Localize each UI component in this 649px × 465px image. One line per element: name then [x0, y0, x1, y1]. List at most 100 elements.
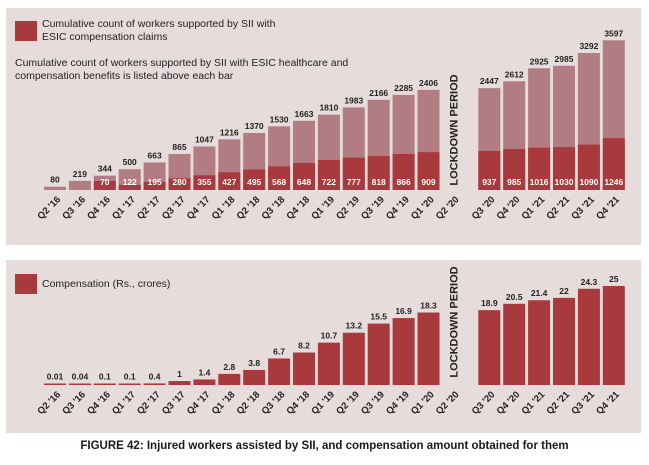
- bar-esic-claims: [243, 169, 266, 190]
- x-tick-label: Q2 '18: [235, 194, 263, 222]
- bar-esic-claims: [553, 147, 575, 190]
- x-tick-label: Q3 '21: [569, 389, 597, 417]
- x-tick-label: Q4 '18: [284, 389, 312, 417]
- x-tick-label: Q3 '17: [160, 389, 188, 417]
- value-label-healthcare-benefits: 1983: [344, 95, 363, 105]
- x-tick-label: Q3 '21: [569, 194, 597, 222]
- value-label-healthcare-benefits: 1216: [220, 127, 239, 137]
- x-tick-label: Q2 '20: [434, 194, 462, 222]
- bar-esic-claims: [193, 175, 216, 190]
- value-label-esic-claims: 1030: [555, 177, 574, 187]
- value-label-esic-claims: 427: [222, 177, 236, 187]
- bar-esic-claims: [293, 163, 315, 190]
- bar-esic-claims: [93, 181, 116, 190]
- value-label-esic-claims: 70: [100, 177, 110, 187]
- value-label-esic-claims: 818: [372, 177, 386, 187]
- x-tick-label: Q2 '20: [434, 389, 462, 417]
- value-label-compensation: 22: [559, 286, 569, 296]
- legend-label-esic-claims: Cumulative count of workers supported by…: [42, 18, 276, 43]
- x-tick-label: Q3 '18: [260, 389, 288, 417]
- value-label-healthcare-benefits: 1530: [270, 114, 289, 124]
- value-label-healthcare-benefits: 663: [148, 150, 162, 160]
- value-label-esic-claims: 568: [272, 177, 286, 187]
- bar-compensation: [118, 383, 141, 385]
- bar-esic-claims: [168, 178, 191, 190]
- lockdown-period-label: LOCKDOWN PERIOD: [448, 74, 460, 185]
- value-label-healthcare-benefits: 2285: [394, 83, 413, 93]
- value-label-healthcare-benefits: 3597: [604, 28, 623, 38]
- value-label-compensation: 13.2: [346, 321, 363, 331]
- bar-healthcare-benefits: [68, 180, 91, 190]
- x-tick-label: Q1 '17: [110, 389, 138, 417]
- value-label-compensation: 15.5: [370, 312, 387, 322]
- x-tick-label: Q3 '17: [160, 194, 188, 222]
- bar-esic-claims: [528, 147, 551, 190]
- bar-esic-claims: [577, 144, 600, 190]
- workers-chart-panel: Cumulative count of workers supported by…: [6, 8, 641, 245]
- x-tick-label: Q4 '17: [185, 389, 213, 417]
- x-tick-label: Q1 '18: [210, 194, 238, 222]
- bar-esic-claims: [317, 159, 340, 190]
- value-label-esic-claims: 195: [148, 177, 162, 187]
- x-tick-label: Q1 '20: [409, 389, 437, 417]
- bar-compensation: [392, 318, 415, 385]
- x-tick-label: Q2 '17: [135, 194, 163, 222]
- compensation-chart-panel: Compensation (Rs., crores) 0.01 Q2 '16 0.0…: [6, 260, 641, 433]
- x-tick-label: Q3 '20: [470, 389, 498, 417]
- value-label-healthcare-benefits: 2612: [505, 69, 524, 79]
- bar-esic-claims: [478, 151, 501, 190]
- x-tick-label: Q3 '19: [359, 194, 387, 222]
- x-tick-label: Q3 '19: [359, 389, 387, 417]
- value-label-esic-claims: 122: [123, 177, 137, 187]
- bar-esic-claims: [602, 138, 625, 190]
- value-label-compensation: 24.3: [581, 277, 598, 287]
- value-label-healthcare-benefits: 219: [73, 169, 87, 179]
- value-label-esic-claims: 777: [347, 177, 361, 187]
- value-label-healthcare-benefits: 1810: [319, 103, 338, 113]
- value-label-esic-claims: 985: [507, 177, 521, 187]
- chart-note-healthcare-benefits: Cumulative count of workers supported by…: [15, 57, 349, 82]
- value-label-healthcare-benefits: 2447: [480, 76, 499, 86]
- value-label-compensation: 16.9: [395, 306, 412, 316]
- value-label-compensation: 0.4: [149, 371, 161, 381]
- value-label-compensation: 18.9: [481, 298, 498, 308]
- bar-compensation: [68, 383, 91, 385]
- bar-compensation: [528, 300, 551, 385]
- x-tick-label: Q3 '16: [60, 194, 88, 222]
- value-label-compensation: 1: [177, 369, 182, 379]
- x-tick-label: Q1 '21: [520, 389, 548, 417]
- x-tick-label: Q2 '21: [544, 194, 572, 222]
- value-label-compensation: 25: [609, 274, 619, 284]
- workers-bar-chart: 80 Q2 '16 219 Q3 '16 344 70 Q4 '16 500 122 Q1 '17…: [35, 28, 625, 222]
- bar-compensation: [44, 383, 66, 385]
- x-tick-label: Q3 '20: [470, 194, 498, 222]
- bar-esic-claims: [503, 149, 526, 190]
- x-tick-label: Q2 '19: [334, 194, 362, 222]
- bar-healthcare-benefits: [118, 169, 141, 190]
- legend-swatch-compensation: [15, 274, 37, 294]
- x-tick-label: Q2 '19: [334, 389, 362, 417]
- value-label-healthcare-benefits: 3292: [579, 41, 598, 51]
- bar-esic-claims: [143, 181, 166, 190]
- value-label-healthcare-benefits: 2925: [530, 56, 549, 66]
- bar-compensation: [243, 369, 266, 385]
- value-label-compensation: 0.1: [99, 372, 111, 382]
- legend-label-compensation: Compensation (Rs., crores): [42, 278, 171, 290]
- value-label-esic-claims: 909: [421, 177, 435, 187]
- value-label-compensation: 8.2: [298, 341, 310, 351]
- value-label-compensation: 21.4: [531, 288, 548, 298]
- x-tick-label: Q4 '20: [495, 389, 523, 417]
- bar-esic-claims: [218, 172, 241, 190]
- value-label-healthcare-benefits: 80: [50, 175, 60, 185]
- value-label-esic-claims: 495: [247, 177, 261, 187]
- bar-compensation: [93, 383, 116, 385]
- bar-compensation: [193, 379, 216, 385]
- value-label-esic-claims: 722: [322, 177, 336, 187]
- value-label-esic-claims: 280: [172, 177, 186, 187]
- x-tick-label: Q1 '19: [309, 389, 337, 417]
- x-tick-label: Q2 '21: [544, 389, 572, 417]
- value-label-esic-claims: 648: [297, 177, 311, 187]
- value-label-compensation: 18.3: [420, 301, 437, 311]
- compensation-bar-chart: 0.01 Q2 '16 0.04 Q3 '16 0.1 Q4 '16 0.1 Q1 '17 0.…: [35, 266, 625, 417]
- bar-compensation: [478, 310, 501, 385]
